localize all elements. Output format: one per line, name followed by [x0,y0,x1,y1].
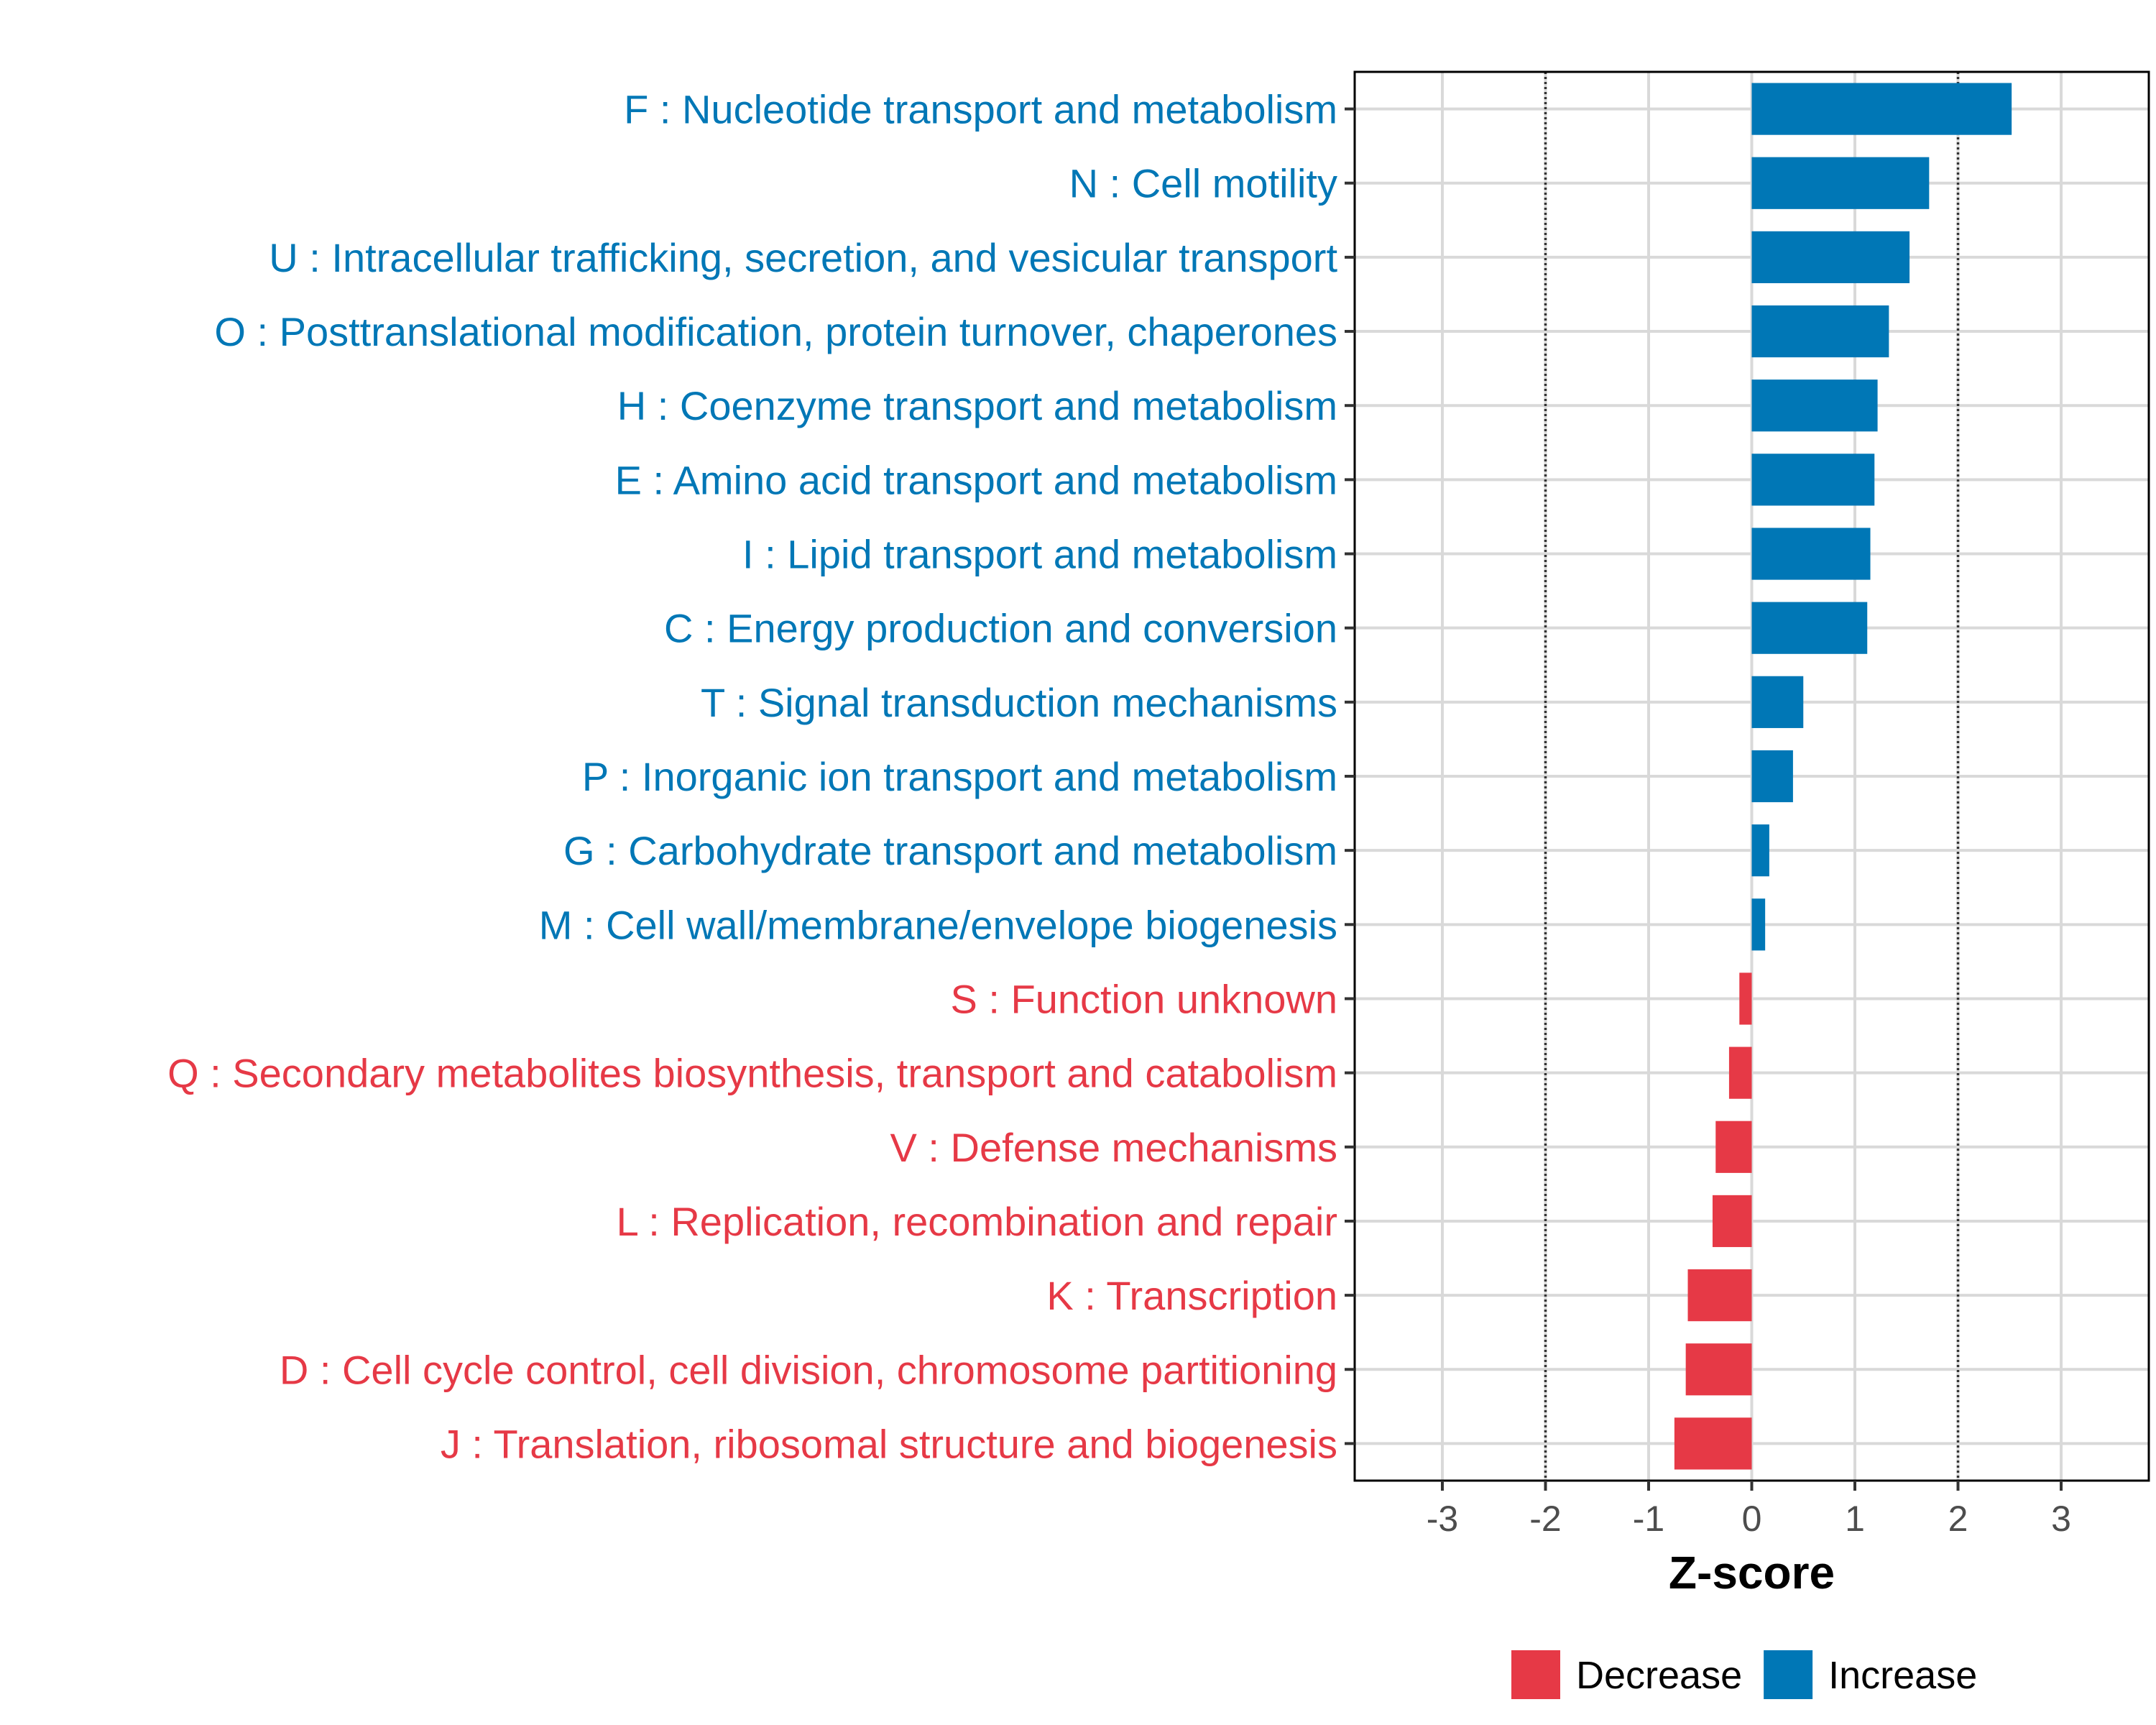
category-labels: F : Nucleotide transport and metabolism N… [167,87,1337,1467]
reference-lines [1544,72,1960,1481]
x-tick-label: 3 [2051,1499,2071,1539]
bar-h [1751,380,1878,432]
category-label: L : Replication, recombination and repai… [617,1199,1337,1244]
x-axis-title: Z-score [1669,1547,1835,1598]
legend-label-decrease: Decrease [1576,1654,1742,1697]
bar-g [1751,824,1769,877]
bar-v [1715,1121,1752,1173]
bar-c [1751,602,1868,654]
bar-u [1751,231,1910,283]
y-axis-ticks [1345,107,1355,1445]
bar-i [1751,528,1871,580]
bar-l [1712,1195,1752,1248]
bar-q [1728,1046,1752,1099]
bar-d [1685,1343,1752,1396]
x-tick-label: -3 [1427,1499,1458,1539]
x-tick-label: 0 [1742,1499,1762,1539]
bar-e [1751,454,1875,506]
legend-label-increase: Increase [1828,1654,1977,1697]
bar-t [1751,676,1804,728]
legend: Decrease Increase [1511,1650,1977,1699]
bar-m [1751,898,1766,951]
bar-s [1739,972,1752,1025]
category-label: U : Intracellular trafficking, secretion… [269,235,1337,280]
category-label: T : Signal transduction mechanisms [701,680,1337,725]
legend-key-increase [1764,1650,1813,1699]
category-label: D : Cell cycle control, cell division, c… [280,1347,1337,1392]
category-label: O : Posttranslational modification, prot… [214,309,1337,354]
category-label: I : Lipid transport and metabolism [742,532,1337,577]
bar-n [1751,157,1930,209]
category-label: H : Coenzyme transport and metabolism [617,383,1337,428]
category-label: G : Carbohydrate transport and metabolis… [563,828,1337,873]
category-label: Q : Secondary metabolites biosynthesis, … [167,1051,1337,1096]
bar-j [1674,1417,1752,1470]
bar-f [1751,83,2012,135]
bar-o [1751,305,1889,358]
category-label: F : Nucleotide transport and metabolism [624,87,1337,132]
category-label: N : Cell motility [1069,161,1337,206]
category-label: M : Cell wall/membrane/envelope biogenes… [539,902,1337,947]
x-tick-label: 1 [1845,1499,1865,1539]
category-label: K : Transcription [1046,1273,1337,1318]
x-axis-ticks: -3 -2 -1 0 1 2 3 [1427,1481,2071,1539]
category-label: C : Energy production and conversion [664,606,1337,651]
category-label: S : Function unknown [950,976,1337,1021]
x-tick-label: -2 [1529,1499,1561,1539]
legend-key-decrease [1511,1650,1560,1699]
bar-p [1751,750,1793,803]
category-label: V : Defense mechanisms [890,1125,1337,1170]
bar-k [1687,1269,1752,1322]
x-tick-label: 2 [1948,1499,1968,1539]
bar-layer [1674,83,2012,1470]
category-label: E : Amino acid transport and metabolism [615,457,1337,502]
x-tick-label: -1 [1633,1499,1664,1539]
category-label: J : Translation, ribosomal structure and… [441,1421,1337,1466]
category-label: P : Inorganic ion transport and metaboli… [582,754,1337,799]
